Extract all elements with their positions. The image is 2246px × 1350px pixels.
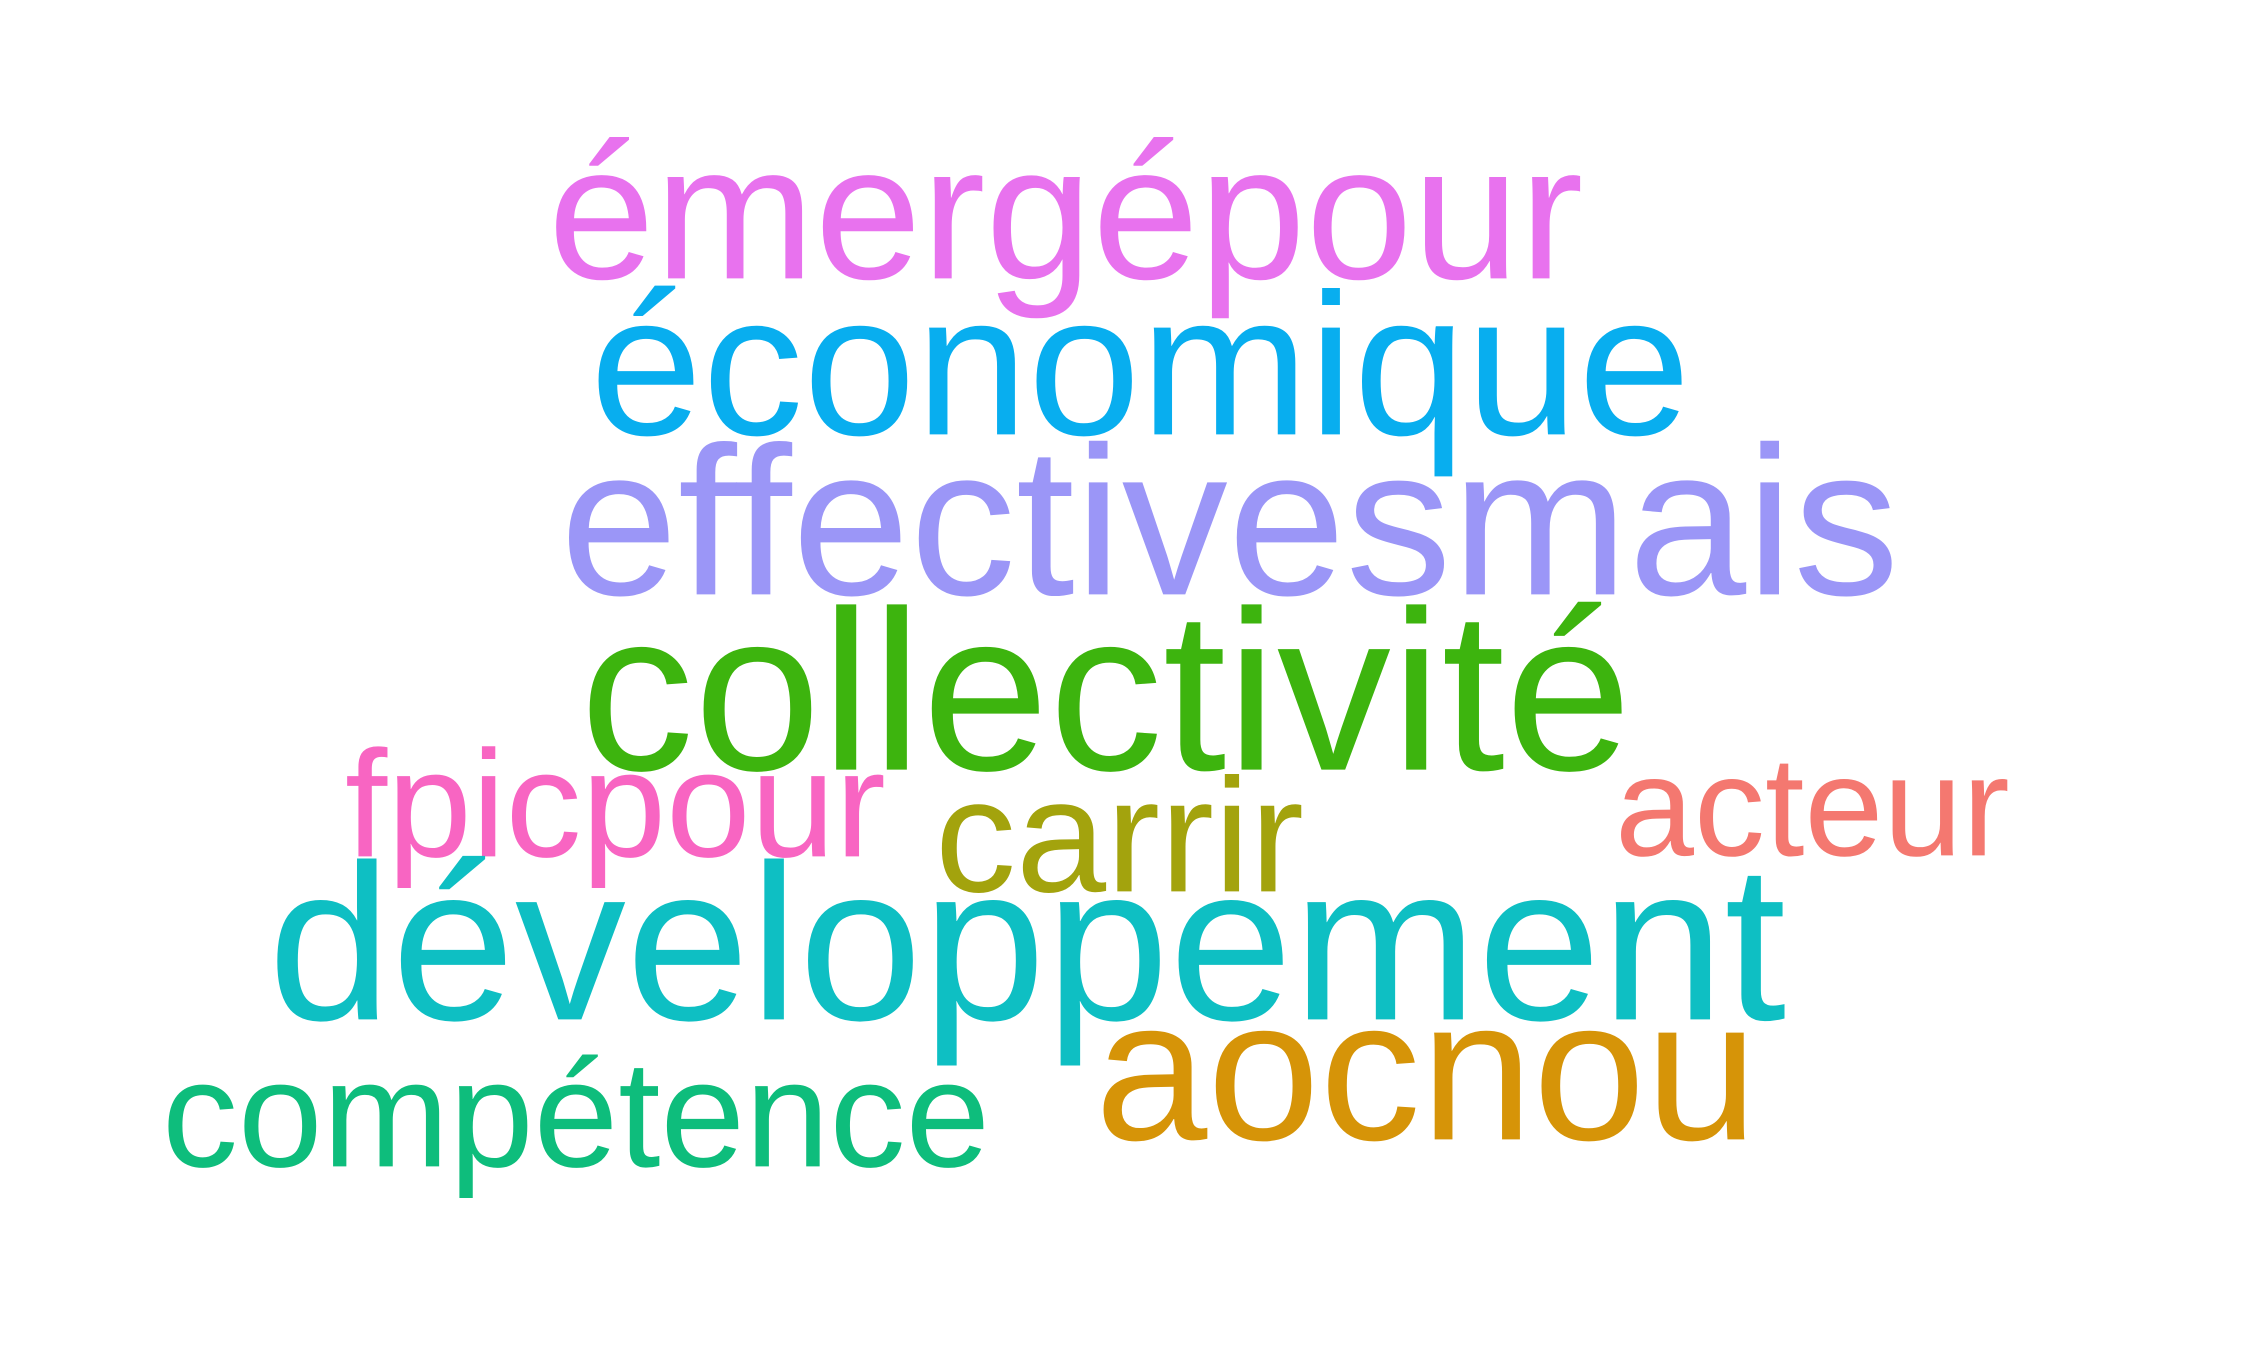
word-carrir: carrir	[935, 745, 1304, 927]
word-competence: compétence	[162, 1029, 991, 1200]
word-acteur: acteur	[1615, 727, 2010, 887]
word-collectivite: collectivité	[580, 564, 1632, 819]
word-economique: économique	[590, 251, 1691, 478]
word-fpicpour: fpicpour	[345, 719, 886, 890]
word-effectivesmais: effectivesmais	[560, 402, 1900, 640]
word-aocnou: aocnou	[1095, 956, 1758, 1183]
word-emergepour: émergépour	[548, 104, 1584, 320]
word-developpement: développement	[268, 819, 1787, 1068]
